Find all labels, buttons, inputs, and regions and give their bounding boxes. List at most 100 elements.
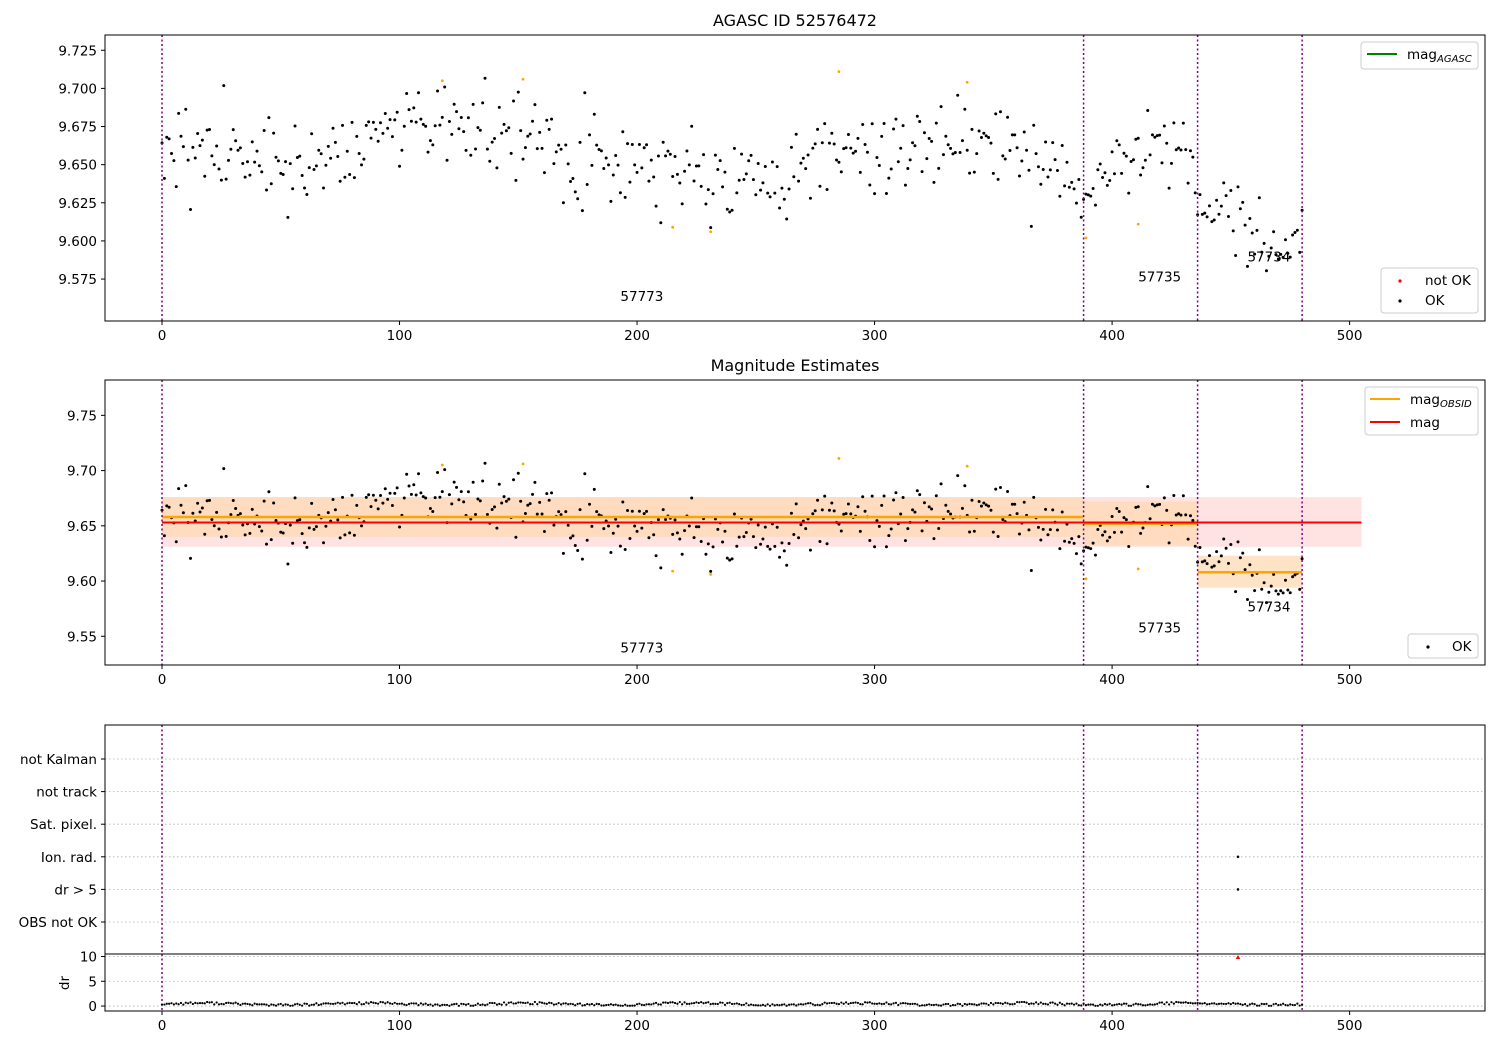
ok-point [590, 163, 594, 167]
ok-point [987, 135, 991, 139]
dr-point [780, 1003, 784, 1006]
obsid-label: 57734 [1247, 599, 1290, 615]
dr-point [899, 1002, 902, 1005]
ok-point [946, 509, 950, 513]
dr-point [704, 1001, 708, 1004]
dr-point [1046, 1003, 1050, 1006]
ok-point [930, 139, 934, 143]
ok-point [1215, 198, 1219, 202]
ok-point [504, 129, 508, 133]
ok-point [374, 498, 378, 502]
x-tick-label: 0 [158, 328, 167, 344]
ok-point [1112, 530, 1116, 534]
ok-point [189, 208, 193, 212]
ok-point [288, 523, 292, 527]
ok-point [780, 186, 784, 190]
dr-point [1120, 1003, 1123, 1006]
ok-point [652, 175, 656, 179]
ok-point [1188, 149, 1192, 153]
ok-point [1260, 250, 1264, 254]
dr-point [638, 1002, 641, 1005]
ok-point [523, 146, 527, 150]
ok-point [343, 533, 347, 537]
ok-point [623, 195, 627, 199]
dr-point [500, 1003, 503, 1006]
ok-point [1162, 124, 1166, 128]
dr-point [690, 1002, 693, 1005]
ok-point [1248, 563, 1252, 567]
ok-point [1091, 186, 1095, 190]
ok-point [383, 487, 387, 491]
ok-point [1226, 561, 1230, 565]
ok-point [288, 162, 292, 166]
ok-point [459, 490, 463, 494]
dr-point [1270, 1004, 1273, 1007]
dr-point [776, 1003, 779, 1006]
ok-point [497, 482, 501, 486]
ok-point [215, 510, 219, 514]
dr-point [740, 1003, 743, 1007]
ok-point [678, 537, 682, 541]
ok-point [1131, 158, 1135, 162]
dr-point [367, 1002, 370, 1005]
ok-point [393, 491, 397, 495]
ok-point [231, 128, 235, 132]
ok-point [894, 491, 898, 495]
ok-point [937, 166, 941, 170]
ok-point [1210, 220, 1214, 224]
dr-point [856, 1001, 860, 1005]
ok-point [797, 179, 801, 183]
ok-point [794, 502, 798, 506]
ok-point [457, 498, 461, 502]
dr-point [906, 1002, 909, 1005]
ok-point [466, 490, 470, 494]
ok-point [512, 99, 516, 103]
ok-point [844, 512, 848, 516]
dr-point [1239, 1003, 1242, 1006]
ok-point [787, 187, 791, 191]
dr-point [994, 1001, 997, 1005]
ok-point [1067, 185, 1071, 189]
ok-point [469, 517, 473, 521]
ok-point [759, 542, 763, 546]
ok-point [443, 85, 447, 89]
ok-point [851, 151, 855, 155]
x-tick-label: 200 [624, 328, 650, 344]
dr-point [407, 1002, 411, 1006]
ok-point [507, 126, 511, 130]
ok-point [635, 529, 639, 533]
ok-point [495, 526, 499, 530]
ok-point [1169, 161, 1173, 165]
ok-point [737, 535, 741, 539]
ok-point [286, 562, 290, 566]
dr-point [1008, 1003, 1012, 1006]
ok-point [656, 518, 660, 522]
ok-point [1112, 172, 1116, 176]
dr-point [175, 1002, 178, 1005]
ok-point [884, 192, 888, 196]
dr-point [324, 1002, 327, 1005]
dr-point [246, 1002, 249, 1006]
ok-point [1127, 544, 1131, 548]
dr-point [244, 1002, 247, 1005]
ok-point [561, 551, 565, 555]
dr-point [453, 1003, 456, 1006]
ok-point [930, 507, 934, 511]
ok-point [1298, 250, 1302, 254]
ok-point [1010, 502, 1014, 506]
suspect-point [1136, 567, 1140, 571]
dr-point [1044, 1002, 1047, 1006]
dr-point [745, 1002, 748, 1005]
dr-point [282, 1004, 285, 1007]
dr-point [676, 1002, 679, 1005]
dr-point [426, 1003, 430, 1007]
ok-point [1172, 121, 1176, 125]
dr-point [1051, 1001, 1054, 1004]
flag-row-label: not track [36, 785, 97, 801]
dr-point [227, 1001, 230, 1004]
ok-point [609, 199, 613, 203]
ok-point [1146, 485, 1150, 489]
ok-point [968, 171, 972, 175]
ok-point [1108, 178, 1112, 182]
legend-ok-label: OK [1452, 639, 1473, 655]
